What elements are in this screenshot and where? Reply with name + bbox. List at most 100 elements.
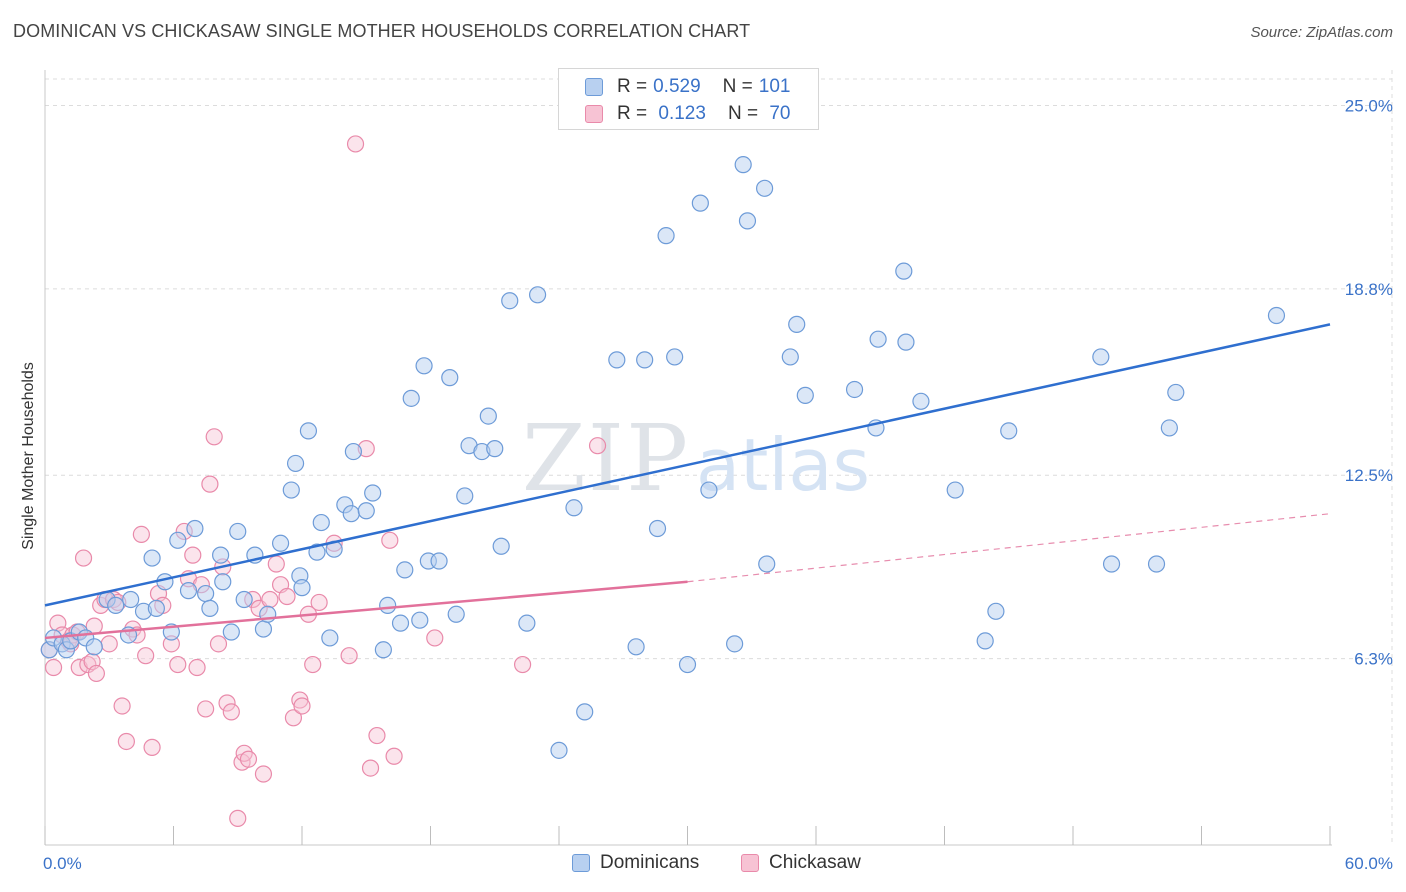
dominicans-point — [479, 407, 497, 425]
chickasaw-trend-line — [44, 580, 688, 640]
dominicans-point — [1167, 383, 1185, 402]
chickasaw-point — [284, 709, 303, 727]
chickasaw-point — [184, 546, 202, 564]
dominicans-point — [396, 561, 414, 579]
chickasaw-point — [169, 655, 187, 674]
chickasaw-point — [87, 664, 106, 683]
dominicans-point — [212, 546, 230, 564]
chickasaw-point — [209, 635, 228, 653]
chickasaw-point — [143, 738, 161, 756]
legend-row-dominicans: R = 0.529 N = 101 — [585, 76, 790, 98]
chickasaw-point — [137, 647, 155, 665]
trend-lines — [44, 323, 1331, 640]
chickasaw-trend-extrapolation — [687, 513, 1331, 583]
dominicans-point — [229, 522, 247, 541]
chickasaw-point — [113, 697, 131, 715]
dominicans-point — [415, 357, 433, 375]
dominicans-point — [143, 549, 161, 567]
legend-item-dominicans[interactable]: Dominicans — [572, 852, 699, 874]
legend-r-label: R = — [617, 76, 648, 97]
dominicans-point — [1000, 422, 1018, 440]
chickasaw-point — [100, 635, 118, 653]
dominicans-point — [845, 380, 864, 399]
dominicans-point — [666, 348, 684, 366]
chickasaw-point — [254, 765, 273, 783]
dominicans-point — [1147, 555, 1166, 573]
dominicans-point — [222, 623, 240, 641]
chickasaw-point — [239, 750, 258, 768]
source-credit: Source: ZipAtlas.com — [1250, 24, 1393, 41]
dominicans-point — [976, 632, 994, 650]
x-tick-label: 60.0% — [1345, 854, 1393, 873]
chickasaw-point — [261, 590, 279, 609]
dominicans-point — [214, 573, 232, 591]
chickasaw-point — [201, 475, 219, 493]
dominicans-point — [156, 573, 174, 591]
chickasaw-point — [368, 726, 386, 745]
dominicans-point — [758, 555, 776, 573]
dominicans-point — [518, 614, 536, 632]
legend-n-label: N = — [722, 76, 753, 97]
dominicans-point — [402, 389, 420, 407]
dominicans-point — [456, 487, 474, 505]
dominicans-point — [788, 315, 806, 333]
dominicans-point — [1102, 555, 1121, 573]
y-tick-label: 6.3% — [1354, 650, 1393, 669]
dominicans-point — [147, 599, 165, 617]
chart-title: DOMINICAN VS CHICKASAW SINGLE MOTHER HOU… — [13, 21, 751, 41]
legend-item-chickasaw[interactable]: Chickasaw — [741, 852, 861, 874]
dominicans-point — [796, 386, 814, 404]
dominicans-point — [364, 484, 382, 502]
chickasaw-point — [44, 658, 63, 677]
dominicans-point — [321, 629, 339, 647]
chickasaw-point — [361, 759, 380, 777]
dominicans-point — [344, 442, 362, 461]
dominicans-point — [486, 440, 504, 458]
dominicans-point — [528, 286, 547, 304]
dominicans-point — [430, 552, 448, 570]
dominicans-point — [627, 638, 645, 656]
dominicans-point — [201, 599, 219, 617]
dominicans-point — [678, 655, 697, 674]
dominicans-point — [1092, 348, 1110, 366]
chickasaw-point — [426, 629, 444, 647]
dominicans-point — [374, 641, 392, 659]
dominicans-point — [700, 481, 718, 499]
stats-legend: R = 0.529 N = 101 R = 0.123 N = 70 — [558, 68, 819, 130]
y-tick-label: 18.8% — [1345, 280, 1393, 299]
dominicans-point — [342, 505, 360, 523]
chickasaw-point — [385, 747, 403, 765]
dominicans-point — [271, 534, 290, 552]
y-tick-label: 25.0% — [1345, 96, 1393, 115]
dominicans-point — [565, 499, 583, 517]
dominicans-point — [869, 330, 887, 348]
legend-r-value: 0.529 — [653, 76, 701, 97]
chickasaw-point — [346, 135, 365, 153]
dominicans-point — [492, 537, 510, 555]
dominicans-point — [691, 194, 709, 212]
watermark-atlas: atlas — [696, 423, 870, 507]
legend-swatch-dominicans — [572, 854, 590, 872]
chickasaw-point — [218, 694, 236, 712]
dominicans-point — [1160, 419, 1178, 437]
grid-lines — [45, 70, 1393, 845]
dominicans-point — [636, 351, 654, 369]
chickasaw-point — [188, 658, 206, 677]
x-tick-label: 0.0% — [43, 854, 82, 873]
chickasaw-point — [229, 809, 247, 827]
dominicans-point — [122, 590, 140, 609]
dominicans-point — [254, 620, 273, 638]
dominicans-point — [186, 519, 204, 538]
chickasaw-point — [117, 732, 135, 751]
y-tick-label: 12.5% — [1345, 466, 1393, 485]
legend-swatch-chickasaw — [585, 105, 603, 123]
dominicans-point — [912, 392, 930, 410]
dominicans-point — [895, 262, 913, 280]
dominicans-point — [357, 502, 375, 520]
dominicans-point — [781, 348, 799, 366]
legend-swatch-dominicans — [585, 78, 603, 96]
dominicans-point — [738, 212, 757, 230]
dominicans-point — [447, 605, 465, 623]
chickasaw-point — [222, 703, 240, 721]
